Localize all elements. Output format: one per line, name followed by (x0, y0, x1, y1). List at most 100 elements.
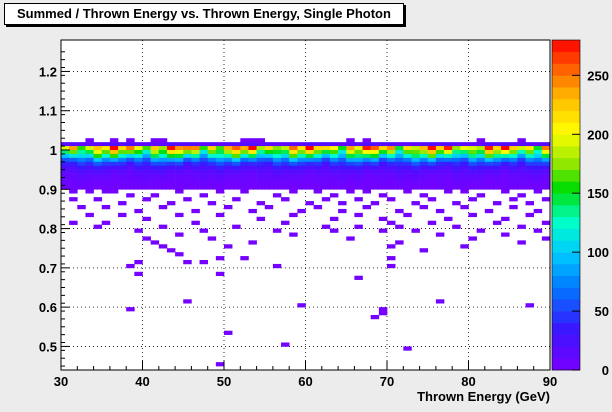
heatmap-bin (403, 177, 412, 182)
heatmap-bin (101, 153, 111, 159)
heatmap-bin (93, 185, 103, 190)
heatmap-bin (492, 142, 502, 147)
heatmap-bin (427, 220, 437, 225)
heatmap-bin (403, 161, 412, 167)
heatmap-bin (419, 142, 429, 147)
heatmap-bin (354, 224, 363, 229)
heatmap-bin (183, 197, 192, 202)
heatmap-bin (492, 157, 502, 163)
heatmap-bin (517, 181, 526, 186)
heatmap-bin (199, 142, 208, 147)
heatmap-bin (158, 153, 168, 159)
colorbar-segment (552, 181, 580, 194)
heatmap-bin (525, 150, 534, 155)
heatmap-bin (272, 157, 282, 163)
heatmap-bin (313, 165, 323, 170)
heatmap-bin (85, 189, 94, 194)
heatmap-bin (509, 150, 518, 155)
heatmap-bin (199, 161, 208, 167)
heatmap-bin (468, 153, 477, 159)
heatmap-bin (525, 173, 534, 178)
heatmap-bin (256, 177, 266, 182)
heatmap-bin (533, 169, 543, 174)
heatmap-bin (175, 142, 184, 147)
heatmap-bin (444, 146, 453, 151)
heatmap-bin (533, 150, 543, 155)
heatmap-bin (191, 150, 200, 155)
heatmap-bin (61, 150, 70, 155)
heatmap-bin (232, 153, 241, 159)
y-tick-label: 0.7 (39, 261, 57, 276)
heatmap-bin (297, 169, 306, 174)
heatmap-bin (281, 220, 290, 225)
heatmap-bin (256, 181, 266, 186)
heatmap-bin (109, 150, 119, 155)
heatmap-bin (158, 224, 168, 229)
heatmap-bin (264, 169, 274, 174)
heatmap-bin (460, 153, 469, 159)
heatmap-bin (175, 169, 184, 174)
z-tick-label: 150 (587, 186, 609, 201)
heatmap-bin (484, 153, 494, 159)
heatmap-bin (126, 153, 135, 159)
heatmap-bin (118, 157, 127, 163)
heatmap-bin (166, 157, 176, 163)
heatmap-bin (272, 142, 282, 147)
heatmap-bin (240, 256, 249, 261)
heatmap-bin (150, 185, 160, 190)
heatmap-bin (354, 165, 363, 170)
heatmap-bin (232, 185, 241, 190)
heatmap-bin (427, 177, 437, 182)
heatmap-bin (191, 181, 200, 186)
heatmap-bin (101, 177, 111, 182)
heatmap-bin (207, 173, 217, 178)
heatmap-bin (517, 165, 526, 170)
heatmap-bin (207, 142, 217, 147)
heatmap-bin (329, 161, 339, 167)
heatmap-bin (468, 173, 477, 178)
heatmap-bin (272, 165, 282, 170)
heatmap-bin (338, 208, 347, 214)
heatmap-bin (468, 165, 477, 170)
heatmap-bin (346, 142, 355, 147)
heatmap-bin (256, 150, 266, 155)
heatmap-bin (109, 181, 119, 186)
heatmap-bin (199, 181, 208, 186)
heatmap-bin (313, 181, 323, 186)
heatmap-bin (289, 157, 298, 163)
heatmap-bin (166, 161, 176, 167)
heatmap-bin (77, 142, 86, 147)
heatmap-bin (305, 150, 314, 155)
heatmap-bin (452, 185, 461, 190)
heatmap-bin (77, 177, 86, 182)
heatmap-bin (256, 201, 266, 206)
heatmap-bin (150, 181, 160, 186)
heatmap-bin (541, 165, 551, 170)
heatmap-bin (215, 256, 225, 261)
heatmap-bin (452, 165, 461, 170)
heatmap-bin (272, 263, 282, 269)
heatmap-bin (387, 173, 396, 178)
heatmap-bin (183, 150, 192, 155)
heatmap-bin (232, 142, 241, 147)
heatmap-bin (501, 153, 510, 159)
heatmap-bin (93, 150, 103, 155)
heatmap-bin (338, 173, 347, 178)
heatmap-bin (435, 146, 445, 151)
heatmap-bin (134, 169, 143, 174)
heatmap-bin (134, 181, 143, 186)
heatmap-bin (289, 165, 298, 170)
heatmap-bin (264, 153, 274, 159)
heatmap-bin (533, 161, 543, 167)
heatmap-bin (256, 165, 266, 170)
heatmap-bin (126, 263, 135, 269)
heatmap-bin (69, 185, 78, 190)
heatmap-bin (264, 181, 274, 186)
heatmap-bin (297, 161, 306, 167)
heatmap-bin (460, 205, 469, 210)
heatmap-bin (199, 260, 208, 265)
y-tick-label: 1.1 (39, 104, 57, 119)
heatmap-bin (224, 161, 233, 167)
heatmap-bin (93, 181, 103, 186)
heatmap-bin (329, 193, 339, 198)
